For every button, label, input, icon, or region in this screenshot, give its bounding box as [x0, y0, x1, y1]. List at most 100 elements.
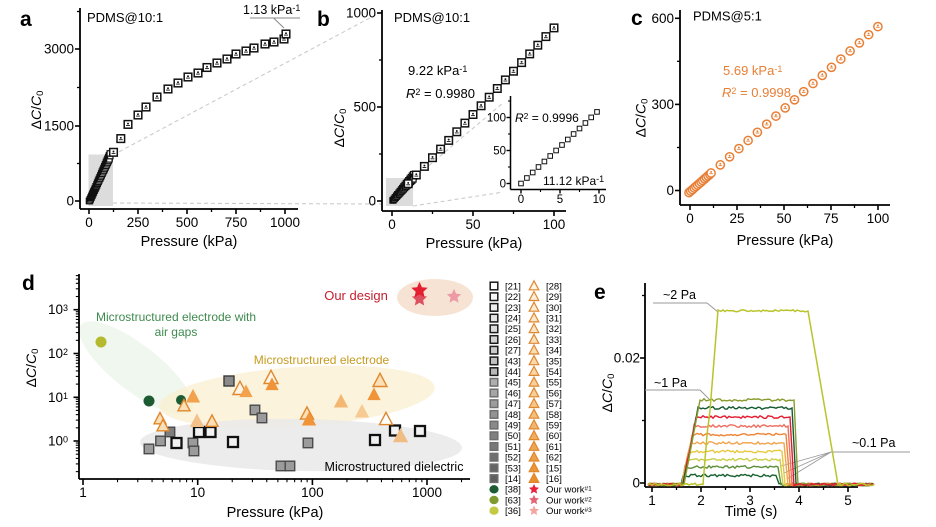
svg-text:ΔC/C0: ΔC/C0: [331, 109, 349, 148]
svg-text:250: 250: [127, 215, 150, 230]
svg-text:PDMS@5:1: PDMS@5:1: [693, 9, 762, 24]
svg-text:50: 50: [776, 211, 791, 226]
svg-text:100: 100: [867, 211, 890, 226]
svg-text:R2 = 0.9980: R2 = 0.9980: [406, 86, 475, 101]
svg-text:0: 0: [632, 476, 640, 491]
svg-text:[56]: [56]: [546, 388, 562, 399]
svg-text:d: d: [22, 272, 35, 295]
svg-text:ΔC/C0: ΔC/C0: [599, 374, 617, 413]
svg-text:[63]: [63]: [505, 495, 521, 506]
svg-text:Pressure (kPa): Pressure (kPa): [141, 234, 238, 250]
svg-text:2: 2: [697, 493, 705, 508]
svg-text:Microstructured dielectric: Microstructured dielectric: [325, 460, 464, 474]
svg-text:300: 300: [651, 97, 674, 112]
svg-text:[14]: [14]: [505, 474, 521, 485]
svg-text:1000: 1000: [346, 6, 376, 21]
svg-text:R2 = 0.9998: R2 = 0.9998: [722, 85, 791, 100]
svg-text:0: 0: [500, 179, 506, 191]
svg-text:100: 100: [48, 434, 68, 449]
svg-text:~1 Pa: ~1 Pa: [654, 376, 687, 390]
svg-text:0: 0: [666, 183, 674, 198]
svg-text:[50]: [50]: [505, 431, 521, 442]
svg-text:100: 100: [487, 113, 506, 125]
svg-text:[21]: [21]: [505, 281, 521, 292]
svg-text:b: b: [317, 8, 330, 31]
svg-text:[52]: [52]: [505, 453, 521, 464]
svg-text:5: 5: [844, 493, 852, 508]
svg-text:[31]: [31]: [546, 314, 562, 325]
svg-text:101: 101: [48, 390, 68, 405]
svg-text:1000: 1000: [412, 485, 442, 500]
svg-text:1000: 1000: [270, 215, 300, 230]
svg-text:[58]: [58]: [546, 410, 562, 421]
svg-text:[25]: [25]: [505, 324, 521, 335]
svg-text:c: c: [631, 7, 643, 30]
svg-text:25: 25: [729, 211, 744, 226]
svg-text:[38]: [38]: [505, 485, 521, 496]
svg-text:Our work#1: Our work#1: [546, 485, 592, 496]
svg-text:0: 0: [518, 194, 524, 206]
svg-text:Our design: Our design: [324, 288, 388, 303]
svg-text:1: 1: [79, 485, 87, 500]
svg-text:0: 0: [388, 217, 396, 232]
svg-text:[24]: [24]: [505, 314, 521, 325]
svg-text:4: 4: [795, 493, 803, 508]
svg-text:103: 103: [48, 302, 68, 317]
svg-text:3000: 3000: [44, 42, 74, 57]
svg-text:500: 500: [353, 100, 376, 115]
svg-text:[28]: [28]: [546, 281, 562, 292]
svg-text:5: 5: [557, 194, 563, 206]
svg-text:~0.1 Pa: ~0.1 Pa: [852, 436, 895, 450]
svg-text:[57]: [57]: [546, 399, 562, 410]
svg-text:[55]: [55]: [546, 378, 562, 389]
svg-text:ΔC/C0: ΔC/C0: [633, 99, 651, 138]
svg-text:ΔC/C0: ΔC/C0: [23, 349, 41, 388]
svg-text:[32]: [32]: [546, 324, 562, 335]
svg-text:750: 750: [225, 215, 248, 230]
svg-text:Our work#3: Our work#3: [546, 506, 592, 517]
svg-text:Microstructured electrode with: Microstructured electrode with: [96, 310, 256, 324]
svg-text:[22]: [22]: [505, 292, 521, 303]
svg-text:[62]: [62]: [546, 453, 562, 464]
svg-text:[51]: [51]: [505, 442, 521, 453]
svg-text:50: 50: [493, 146, 506, 158]
svg-text:Pressure (kPa): Pressure (kPa): [426, 236, 523, 252]
svg-text:e: e: [594, 281, 606, 304]
svg-text:1500: 1500: [44, 119, 74, 134]
svg-text:[44]: [44]: [505, 367, 521, 378]
svg-text:75: 75: [823, 211, 838, 226]
svg-text:5.69 kPa-1: 5.69 kPa-1: [723, 63, 782, 78]
svg-text:1.13 kPa-1: 1.13 kPa-1: [243, 3, 300, 17]
svg-text:R2 = 0.9996: R2 = 0.9996: [515, 111, 579, 125]
svg-text:[54]: [54]: [546, 367, 562, 378]
svg-text:9.22 kPa-1: 9.22 kPa-1: [408, 63, 467, 78]
svg-text:[61]: [61]: [546, 442, 562, 453]
svg-text:500: 500: [176, 215, 199, 230]
svg-text:[30]: [30]: [546, 303, 562, 314]
svg-text:PDMS@10:1: PDMS@10:1: [87, 10, 163, 25]
svg-text:a: a: [20, 8, 32, 31]
svg-text:102: 102: [48, 346, 68, 361]
svg-text:600: 600: [651, 11, 674, 26]
svg-text:Our work#2: Our work#2: [546, 495, 592, 506]
svg-text:50: 50: [465, 217, 480, 232]
svg-text:[59]: [59]: [546, 421, 562, 432]
svg-text:Pressure (kPa): Pressure (kPa): [227, 505, 324, 521]
svg-text:[26]: [26]: [505, 335, 521, 346]
svg-text:[45]: [45]: [505, 378, 521, 389]
svg-text:0: 0: [368, 194, 376, 209]
svg-text:11.12 kPa-1: 11.12 kPa-1: [543, 174, 604, 188]
svg-text:100: 100: [301, 485, 324, 500]
svg-text:[46]: [46]: [505, 388, 521, 399]
svg-text:0: 0: [85, 215, 93, 230]
svg-text:Pressure (kPa): Pressure (kPa): [737, 233, 834, 249]
svg-text:Microstructured electrode: Microstructured electrode: [254, 353, 390, 367]
svg-text:[47]: [47]: [505, 399, 521, 410]
svg-text:Time (s): Time (s): [725, 504, 778, 520]
svg-text:[35]: [35]: [546, 356, 562, 367]
svg-text:ΔC/C0: ΔC/C0: [28, 91, 46, 130]
svg-text:[15]: [15]: [546, 463, 562, 474]
svg-text:0: 0: [66, 194, 74, 209]
svg-text:10: 10: [190, 485, 205, 500]
svg-text:air gaps: air gaps: [155, 325, 198, 339]
